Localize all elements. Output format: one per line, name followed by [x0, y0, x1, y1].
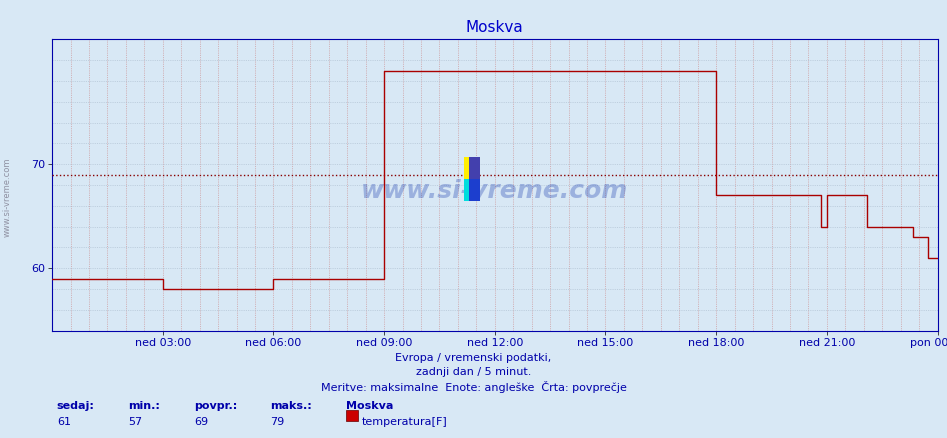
Text: 61: 61	[57, 417, 71, 427]
Text: 69: 69	[194, 417, 208, 427]
Text: min.:: min.:	[128, 401, 160, 411]
Text: zadnji dan / 5 minut.: zadnji dan / 5 minut.	[416, 367, 531, 377]
Text: sedaj:: sedaj:	[57, 401, 95, 411]
Text: maks.:: maks.:	[270, 401, 312, 411]
Polygon shape	[464, 179, 480, 201]
Polygon shape	[464, 157, 480, 179]
Text: Moskva: Moskva	[346, 401, 393, 411]
Text: Meritve: maksimalne  Enote: angleške  Črta: povprečje: Meritve: maksimalne Enote: angleške Črta…	[321, 381, 626, 393]
Text: 79: 79	[270, 417, 284, 427]
Text: povpr.:: povpr.:	[194, 401, 238, 411]
Title: Moskva: Moskva	[466, 21, 524, 35]
Text: www.si-vreme.com: www.si-vreme.com	[361, 179, 629, 203]
Text: www.si-vreme.com: www.si-vreme.com	[3, 157, 12, 237]
Text: 57: 57	[128, 417, 142, 427]
Text: Evropa / vremenski podatki,: Evropa / vremenski podatki,	[396, 353, 551, 363]
Polygon shape	[469, 157, 480, 201]
Text: temperatura[F]: temperatura[F]	[362, 417, 448, 427]
